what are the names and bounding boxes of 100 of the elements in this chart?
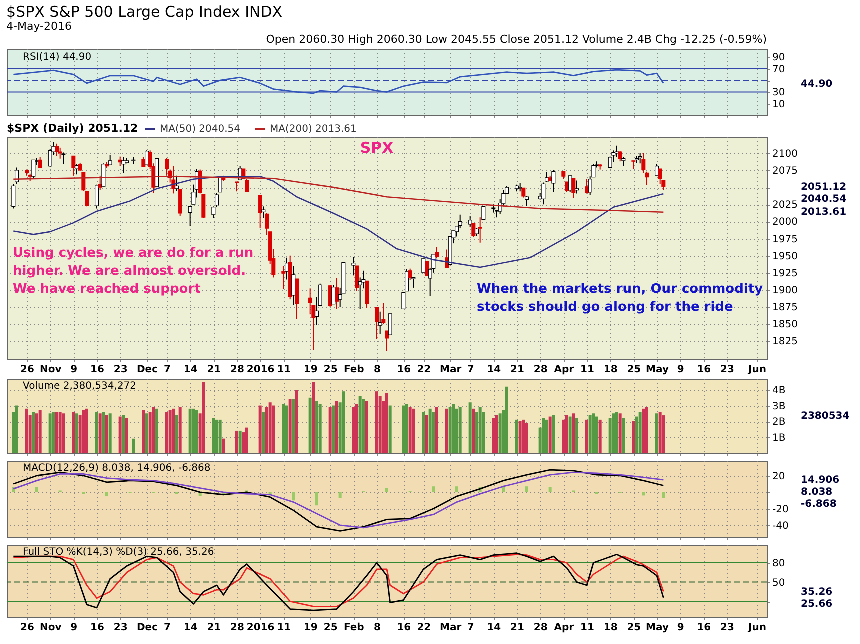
bar — [236, 430, 238, 453]
candlestick — [542, 182, 546, 206]
bar — [26, 408, 28, 453]
y-tick-label: 2B — [772, 417, 786, 428]
legend-title: $SPX (Daily) 2051.12 — [7, 122, 138, 135]
bar — [16, 406, 18, 453]
candlestick — [658, 168, 662, 185]
bar — [76, 414, 78, 453]
x-tick-label: 7 — [164, 364, 172, 376]
bar — [268, 402, 272, 453]
chart-title: MACD(12,26,9) 8.038, 14.906, -6.868 — [23, 463, 211, 474]
x-tick-label: Apr — [554, 364, 574, 376]
y-tick-label: -20 — [772, 504, 789, 516]
y-tick-label: 50 — [772, 578, 786, 589]
bar — [498, 414, 502, 453]
y-tick-label: 1975 — [772, 234, 798, 246]
candlestick — [258, 195, 262, 230]
x-tick-label: 14 — [487, 622, 502, 634]
bar — [592, 414, 596, 453]
bar — [566, 415, 568, 453]
bar — [238, 430, 242, 453]
x-tick-label: 16 — [397, 622, 412, 634]
bar — [472, 408, 476, 453]
bar — [358, 396, 362, 453]
candlestick — [15, 167, 19, 185]
bar — [86, 408, 88, 453]
bar — [222, 438, 226, 453]
bar — [48, 414, 52, 453]
candlestick — [468, 216, 472, 228]
y-tick-label: 20 — [772, 471, 786, 482]
y-tick-label: 1875 — [772, 302, 798, 314]
candlestick — [585, 178, 589, 194]
x-tick-label: 7 — [467, 622, 474, 634]
candlestick — [385, 330, 389, 352]
x-tick-label: 21 — [510, 622, 524, 634]
bar — [132, 438, 136, 453]
x-tick-label: 9 — [70, 364, 78, 376]
bar — [436, 407, 438, 453]
candlestick — [522, 188, 526, 198]
bar — [366, 401, 368, 453]
bar — [146, 414, 148, 453]
bar — [518, 422, 522, 453]
bar — [612, 414, 616, 453]
x-tick-label: Jun — [748, 364, 766, 376]
bar — [82, 410, 86, 453]
x-tick-label: 28 — [230, 622, 244, 634]
bar — [572, 414, 576, 453]
annotation: When the markets run, Our commodity — [477, 282, 764, 297]
x-tick-label: 14 — [487, 364, 502, 376]
bar — [352, 407, 356, 453]
candlestick — [412, 277, 416, 288]
x-tick-label: Jun — [748, 622, 766, 634]
y-tick-label: 3B — [772, 401, 786, 412]
x-tick-label: 19 — [304, 364, 318, 376]
y-tick-label: 70 — [772, 64, 786, 76]
bar — [522, 420, 526, 453]
x-tick-label: 2016 — [246, 622, 275, 634]
x-tick-label: 18 — [604, 622, 618, 634]
bar — [98, 414, 102, 453]
bar — [262, 412, 266, 453]
text: 2051.12 — [801, 182, 847, 193]
x-tick-label: 11 — [277, 622, 292, 634]
candlestick — [655, 164, 659, 176]
x-tick-label: Nov — [40, 364, 62, 376]
bar — [342, 392, 346, 453]
bar — [286, 406, 288, 453]
bar — [516, 420, 518, 453]
x-tick-label: 22 — [417, 622, 432, 634]
bar — [406, 404, 408, 453]
annotation: SPX — [360, 139, 394, 157]
x-tick-label: 19 — [304, 622, 318, 634]
legend-label: MA(50) 2040.54 — [160, 124, 241, 135]
x-tick-label: 9 — [677, 364, 684, 376]
candlestick — [352, 256, 356, 276]
x-tick-label: 7 — [164, 622, 172, 634]
bar — [316, 401, 318, 453]
x-tick-label: 9 — [70, 622, 78, 634]
x-tick-label: 23 — [114, 364, 128, 376]
candlestick — [375, 307, 379, 340]
chart-title: Full STO %K(14,3) %D(3) 25.66, 35.26 — [23, 547, 214, 558]
candlestick — [552, 170, 556, 193]
bar — [172, 408, 176, 453]
bar — [596, 416, 598, 453]
candlestick — [355, 266, 359, 292]
bar — [662, 416, 666, 453]
bar — [38, 410, 42, 453]
bar — [642, 408, 646, 453]
x-tick-label: 8 — [374, 364, 382, 376]
x-tick-label: 9 — [677, 622, 684, 634]
x-tick-label: Mar — [440, 364, 462, 376]
x-tick-label: 11 — [580, 622, 594, 634]
chart-title: $SPX S&P 500 Large Cap Index INDX — [6, 3, 283, 21]
bar — [458, 407, 462, 453]
bar — [288, 399, 292, 453]
x-tick-label: 25 — [627, 622, 642, 634]
bar — [108, 414, 112, 453]
x-tick-label: 23 — [720, 364, 734, 376]
candlestick — [72, 156, 76, 176]
bar — [452, 404, 456, 453]
candlestick — [378, 311, 382, 335]
